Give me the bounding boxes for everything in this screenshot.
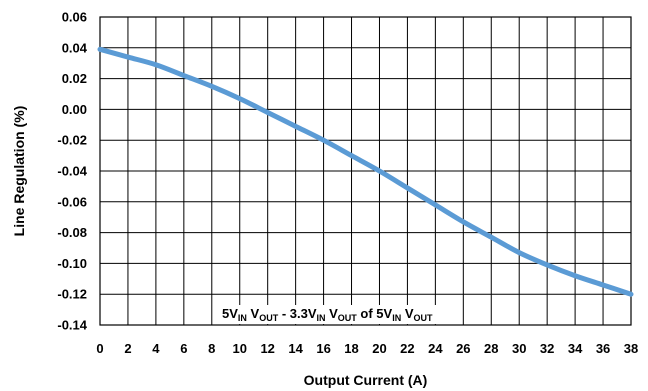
- y-tick-label: -0.10: [57, 256, 87, 271]
- x-tick-label: 24: [428, 341, 443, 356]
- series-layer: [97, 46, 634, 297]
- x-tick-label: 30: [512, 341, 526, 356]
- x-tick-label: 22: [400, 341, 414, 356]
- x-tick-label: 2: [124, 341, 131, 356]
- x-tick-label: 16: [316, 341, 330, 356]
- plot-frame: [99, 16, 632, 326]
- y-tick-label: -0.02: [57, 133, 87, 148]
- y-tick-label: 0.06: [62, 10, 87, 25]
- x-tick-label: 26: [456, 341, 470, 356]
- x-tick-label: 38: [624, 341, 638, 356]
- x-tick-label: 4: [152, 341, 160, 356]
- y-axis-title: Line Regulation (%): [11, 106, 27, 237]
- y-tick-label: -0.06: [57, 194, 87, 209]
- x-tick-label: 28: [484, 341, 498, 356]
- y-tick-label: -0.04: [57, 164, 87, 179]
- x-tick-label: 36: [596, 341, 610, 356]
- x-tick-label: 12: [260, 341, 274, 356]
- x-tick-label: 0: [96, 341, 103, 356]
- x-axis-title: Output Current (A): [304, 372, 428, 388]
- x-tick-label: 20: [372, 341, 386, 356]
- x-tick-label: 10: [233, 341, 247, 356]
- annotation-label: 5VIN VOUT - 3.3VIN VOUT of 5VIN VOUT: [222, 306, 433, 323]
- y-tick-label: 0.04: [62, 40, 88, 55]
- y-tick-label: -0.08: [57, 225, 87, 240]
- x-axis-tick-labels: 0 2 4 6 8 10 12 14 16 18 20 22 24 26 28 30 32 34 36 38: [96, 341, 638, 356]
- y-tick-label: 0.02: [62, 71, 87, 86]
- x-tick-label: 18: [344, 341, 358, 356]
- y-axis-tick-labels: -0.14 -0.12 -0.10 -0.08 -0.06 -0.04 -0.02 0.00 0…: [57, 10, 87, 333]
- x-tick-label: 32: [540, 341, 554, 356]
- x-tick-label: 8: [208, 341, 215, 356]
- annotation-background: [219, 305, 436, 324]
- x-tick-label: 6: [180, 341, 187, 356]
- y-tick-label: -0.12: [57, 287, 87, 302]
- y-tick-label: 0.00: [62, 102, 87, 117]
- y-tick-label: -0.14: [57, 318, 87, 333]
- series-line-0: [97, 46, 634, 297]
- x-tick-label: 34: [568, 341, 583, 356]
- x-tick-label: 14: [288, 341, 303, 356]
